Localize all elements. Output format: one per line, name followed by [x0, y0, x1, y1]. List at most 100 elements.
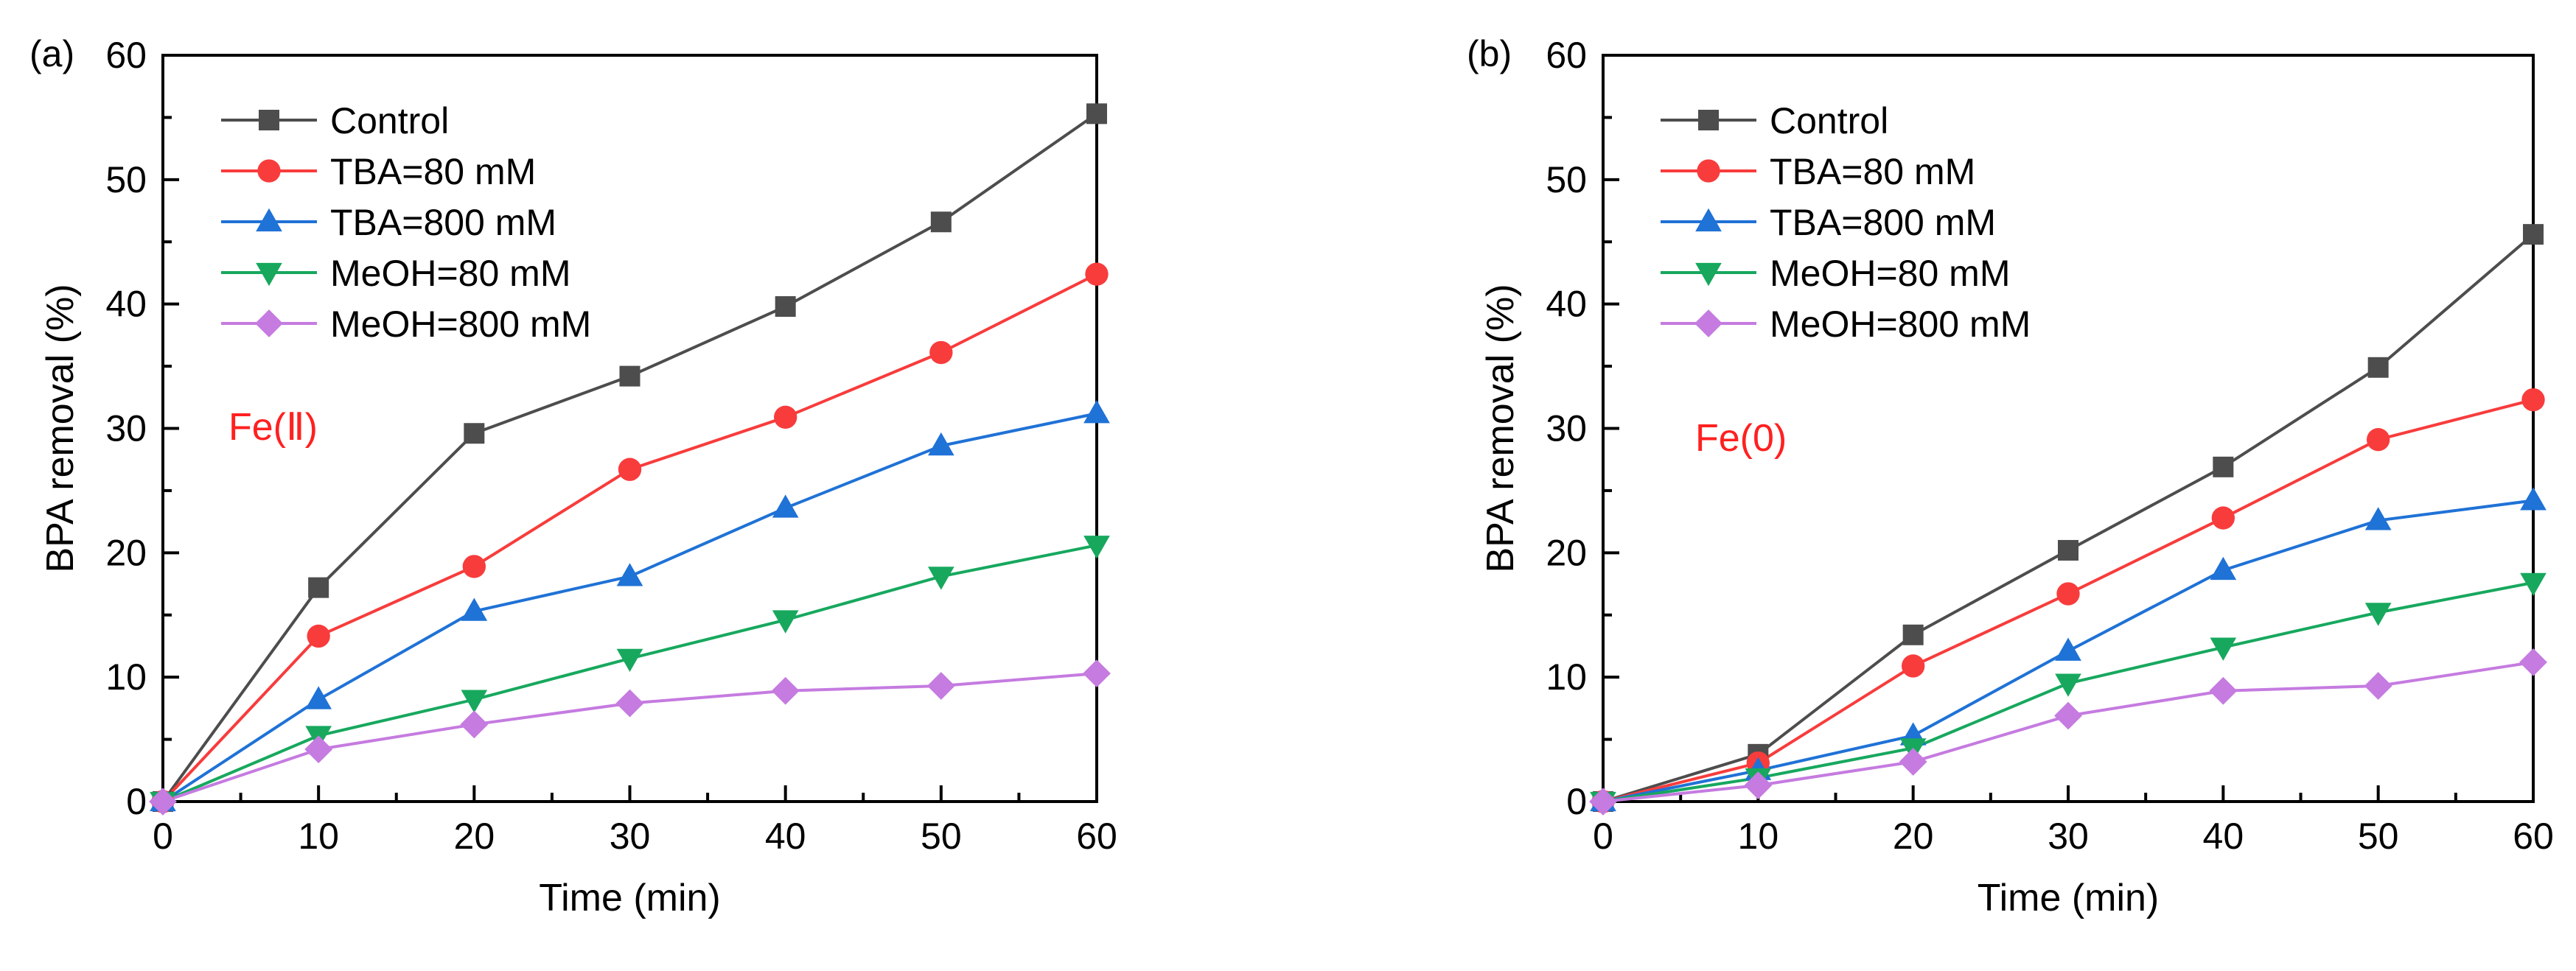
- data-point-4-2: [460, 710, 489, 739]
- data-point-1-2: [462, 555, 486, 578]
- legend-label: MeOH=800 mM: [1770, 304, 2031, 345]
- data-point-3-5: [927, 567, 954, 590]
- chart-panel-a: 0 10 20 30 40 50 60 0 10 20 30 40 50 60 Time (min) BPA …: [29, 33, 1117, 919]
- data-point-3-3: [616, 648, 643, 673]
- x-tick-label: 50: [921, 816, 962, 857]
- legend-marker: [1694, 309, 1722, 337]
- x-tick-label: 10: [298, 816, 339, 857]
- data-point-0-5: [2367, 357, 2389, 378]
- legend-marker: [255, 309, 283, 337]
- data-point-4-5: [926, 672, 955, 700]
- data-point-4-6: [1083, 659, 1111, 688]
- data-point-1-3: [2056, 582, 2080, 606]
- x-tick-label: 0: [1593, 816, 1613, 857]
- y-tick-label: 30: [105, 408, 147, 449]
- data-point-0-4: [2213, 456, 2234, 477]
- y-tick-label: 40: [105, 284, 147, 325]
- data-point-4-1: [1744, 771, 1773, 799]
- data-point-2-2: [461, 597, 488, 621]
- y-tick-label: 60: [1546, 35, 1587, 76]
- data-point-0-2: [464, 423, 485, 444]
- data-point-2-3: [616, 563, 643, 586]
- data-point-4-0: [1589, 788, 1617, 816]
- data-point-0-3: [619, 365, 640, 387]
- data-point-3-6: [1083, 536, 1110, 559]
- data-point-4-3: [2054, 701, 2082, 730]
- panel-label: (b): [1467, 33, 1512, 74]
- data-point-4-5: [2364, 672, 2392, 700]
- legend-label: Control: [1770, 100, 1888, 141]
- data-point-1-4: [2211, 506, 2235, 530]
- data-point-4-2: [1899, 748, 1927, 776]
- x-tick-label: 50: [2358, 816, 2399, 857]
- data-point-3-6: [2520, 572, 2547, 597]
- y-tick-label: 0: [126, 781, 147, 822]
- data-point-1-5: [929, 340, 953, 365]
- x-tick-label: 60: [2513, 816, 2554, 857]
- x-tick-label: 0: [153, 816, 173, 857]
- data-point-3-4: [2210, 637, 2237, 661]
- series-line-1: [161, 273, 1097, 803]
- data-point-2-1: [305, 686, 332, 709]
- data-point-0-3: [2058, 539, 2078, 561]
- legend-label: TBA=800 mM: [330, 202, 556, 243]
- y-tick-label: 10: [1546, 656, 1587, 698]
- legend: Control TBA=80 mM TBA=800 mM MeOH=80 mM MeOH…: [1661, 100, 2031, 345]
- data-point-4-1: [304, 735, 333, 763]
- y-tick-label: 30: [1546, 408, 1587, 449]
- y-tick-label: 0: [1566, 781, 1587, 822]
- data-point-3-3: [2055, 673, 2081, 697]
- data-point-4-0: [149, 788, 177, 816]
- x-tick-label: 40: [765, 816, 806, 857]
- data-point-2-6: [2520, 487, 2547, 511]
- legend-label: MeOH=80 mM: [330, 253, 570, 294]
- legend-marker: [1695, 262, 1722, 287]
- data-point-2-4: [2210, 556, 2237, 581]
- x-tick-label: 20: [454, 816, 495, 857]
- legend-marker: [1695, 208, 1722, 232]
- data-point-1-1: [307, 624, 330, 648]
- y-tick-label: 40: [1546, 284, 1587, 325]
- data-point-1-6: [1085, 262, 1109, 286]
- x-tick-label: 40: [2203, 816, 2244, 857]
- x-axis-title: Time (min): [1978, 877, 2160, 919]
- legend-marker: [1697, 159, 1720, 183]
- legend-marker: [256, 208, 282, 232]
- y-tick-label: 50: [1546, 159, 1587, 200]
- data-point-4-4: [2209, 676, 2238, 705]
- y-axis-title: BPA removal (%): [1479, 284, 1522, 572]
- data-point-0-4: [775, 296, 796, 318]
- data-point-2-3: [2055, 637, 2081, 661]
- data-point-0-6: [2523, 224, 2544, 245]
- data-point-3-2: [461, 690, 488, 713]
- x-tick-label: 10: [1738, 816, 1779, 857]
- x-tick-label: 20: [1893, 816, 1934, 857]
- annotation-label: Fe(Ⅱ): [228, 406, 318, 449]
- legend-label: Control: [330, 100, 449, 141]
- data-point-0-6: [1086, 103, 1107, 125]
- legend: Control TBA=80 mM TBA=800 mM MeOH=80 mM MeOH…: [221, 100, 591, 345]
- y-tick-label: 20: [1546, 532, 1587, 573]
- legend-marker: [257, 159, 281, 183]
- data-point-2-6: [1083, 400, 1110, 424]
- y-tick-label: 20: [105, 532, 147, 573]
- annotation-label: Fe(0): [1695, 417, 1787, 460]
- data-point-0-5: [930, 211, 952, 233]
- data-point-2-5: [927, 432, 954, 456]
- y-tick-label: 10: [105, 656, 147, 698]
- legend-marker: [259, 110, 279, 130]
- legend-label: TBA=80 mM: [1770, 151, 1975, 192]
- data-point-2-5: [2364, 507, 2392, 530]
- data-point-4-4: [771, 676, 800, 705]
- panel-label: (a): [29, 33, 74, 74]
- legend-marker: [1698, 110, 1719, 130]
- legend-label: TBA=80 mM: [330, 151, 536, 192]
- y-tick-label: 60: [105, 35, 147, 76]
- x-tick-label: 60: [1076, 816, 1117, 857]
- data-point-1-5: [2366, 428, 2390, 452]
- x-tick-label: 30: [610, 816, 651, 857]
- legend-label: TBA=800 mM: [1770, 202, 1996, 243]
- chart-panel-b: 0 10 20 30 40 50 60 0 10 20 30 40 50 60 Time (min) BPA …: [1467, 33, 2554, 919]
